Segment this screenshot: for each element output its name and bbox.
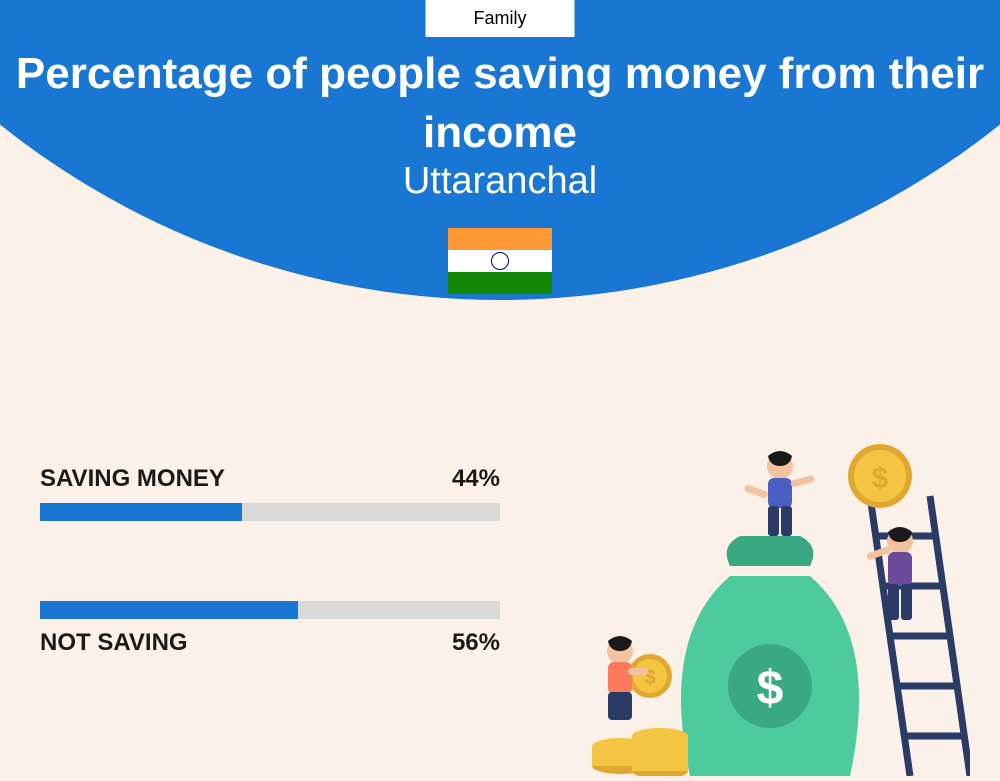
flag-saffron-stripe (448, 228, 552, 250)
svg-text:$: $ (757, 662, 784, 715)
big-coin-icon: $ (848, 444, 912, 508)
bar-group-notsaving: NOT SAVING 56% (40, 601, 500, 657)
held-coin-icon: $ (628, 654, 672, 698)
bar-group-saving: SAVING MONEY 44% (40, 465, 500, 521)
savings-illustration: $ $ $ (570, 436, 970, 776)
bar-value: 56% (452, 629, 500, 657)
bars-container: SAVING MONEY 44% NOT SAVING 56% (40, 465, 500, 737)
svg-text:$: $ (872, 462, 889, 495)
ashoka-chakra-icon (491, 252, 509, 270)
category-tab: Family (426, 0, 575, 37)
page-title: Percentage of people saving money from t… (0, 44, 1000, 163)
savings-illustration-svg: $ $ $ (570, 436, 970, 776)
india-flag (448, 228, 552, 294)
category-label: Family (474, 8, 527, 28)
bar-value: 44% (452, 465, 500, 493)
bar-label: SAVING MONEY (40, 465, 225, 493)
bar-track (40, 601, 500, 619)
flag-white-stripe (448, 250, 552, 272)
ladder-icon (870, 496, 970, 776)
flag-green-stripe (448, 272, 552, 294)
money-bag-icon: $ (681, 536, 859, 776)
bar-labels-notsaving: NOT SAVING 56% (40, 629, 500, 657)
bar-label: NOT SAVING (40, 629, 188, 657)
page-subtitle: Uttaranchal (0, 160, 1000, 203)
person-top-icon (744, 451, 815, 536)
bar-fill-notsaving (40, 601, 298, 619)
bar-labels-saving: SAVING MONEY 44% (40, 465, 500, 493)
bar-fill-saving (40, 503, 242, 521)
bar-track (40, 503, 500, 521)
coin-stack-icon (592, 728, 688, 776)
